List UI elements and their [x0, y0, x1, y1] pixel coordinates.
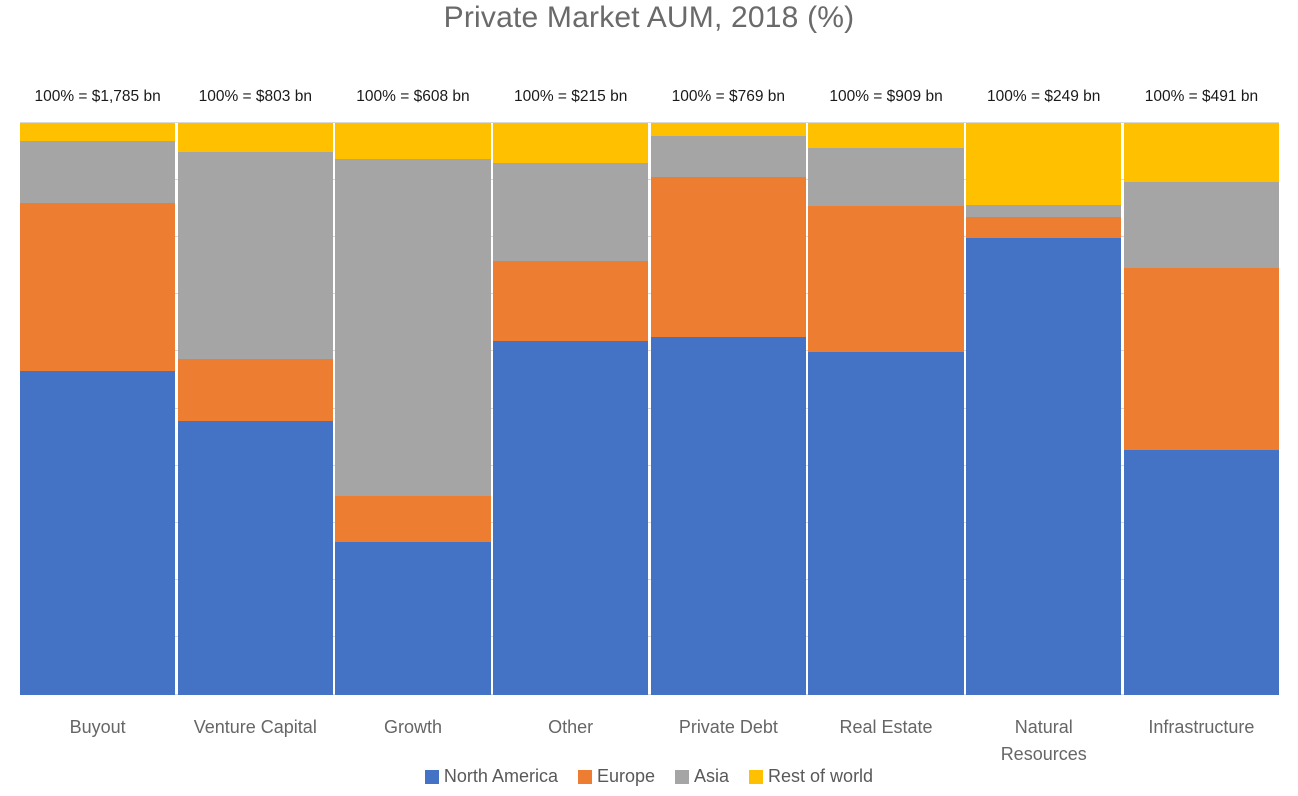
column-total-label: 100% = $249 bn [987, 88, 1101, 105]
bar-segment-europe [177, 359, 333, 422]
gridline-30pct [20, 521, 1279, 523]
bar-segment-north-america [650, 336, 806, 695]
x-axis-label: Infrastructure [1148, 717, 1255, 737]
gridlines [20, 121, 1279, 695]
bar-segment-rest-of-world [808, 123, 964, 149]
legend-swatch-rest-of-world [749, 769, 764, 784]
bar-segment-north-america [808, 351, 964, 695]
bar-column-growth [335, 123, 491, 695]
legend-item-europe: Europe [577, 766, 656, 787]
bar-segment-asia [966, 204, 1122, 217]
bar-segment-asia [493, 163, 649, 261]
bar-segment-north-america [1123, 450, 1279, 695]
bar-segment-north-america [177, 421, 333, 695]
column-total-label: 100% = $491 bn [1144, 88, 1259, 105]
bar-segment-rest-of-world [1123, 123, 1279, 182]
legend-swatch-north-america [424, 769, 439, 784]
gridline-60pct [20, 350, 1279, 352]
x-axis-label: Private Debt [678, 717, 778, 737]
bar-segment-europe [20, 203, 176, 372]
bar-segment-north-america [493, 340, 649, 695]
x-axis-label: Other [548, 717, 594, 737]
gridline-40pct [20, 464, 1279, 466]
column-total-label: 100% = $909 bn [829, 88, 943, 105]
bar-column-private-debt [650, 123, 806, 695]
legend-swatch-europe [577, 769, 592, 784]
bar-segment-rest-of-world [20, 123, 176, 141]
bar-segment-rest-of-world [335, 123, 491, 160]
legend-label: Asia [694, 766, 730, 786]
bar-column-buyout [20, 123, 176, 695]
bar-segment-asia [1123, 181, 1279, 269]
gridline-0pct [20, 693, 1279, 695]
bar-segment-europe [808, 205, 964, 352]
column-total-label: 100% = $608 bn [356, 88, 470, 105]
bar-segment-europe [966, 216, 1122, 238]
bar-segment-asia [20, 140, 176, 204]
legend-item-asia: Asia [675, 766, 729, 787]
x-axis-label: Venture Capital [193, 717, 317, 737]
column-total-label: 100% = $803 bn [198, 88, 312, 105]
bar-segment-europe [335, 495, 491, 543]
bar-segment-europe [493, 260, 649, 341]
bar-segment-europe [650, 176, 806, 337]
gridline-90pct [20, 178, 1279, 180]
column-totals-row: 100% = $1,785 bn 100% = $803 bn 100% = $60… [20, 88, 1279, 106]
bar-segment-asia [177, 152, 333, 360]
bar-segment-rest-of-world [177, 123, 333, 153]
x-axis-label: Buyout [69, 717, 126, 737]
bar-segment-asia [335, 159, 491, 496]
bar-segment-north-america [966, 237, 1122, 695]
gridline-20pct [20, 579, 1279, 581]
bar-segment-europe [1123, 268, 1279, 451]
bar-column-infrastructure [1123, 123, 1279, 695]
bar-segment-north-america [335, 542, 491, 695]
bar-segment-rest-of-world [493, 123, 649, 164]
legend-label: Europe [596, 766, 656, 786]
legend-item-north-america: North America [424, 766, 558, 787]
gridline-80pct [20, 235, 1279, 237]
bar-column-other [493, 123, 649, 695]
legend: North America Europe Asia Rest of world [0, 766, 1298, 787]
x-axis-label: Real Estate [839, 717, 933, 737]
gridline-10pct [20, 636, 1279, 638]
column-total-label: 100% = $215 bn [513, 88, 628, 105]
bar-segment-asia [808, 148, 964, 206]
bar-column-natural-resources [966, 123, 1122, 695]
gridline-50pct [20, 407, 1279, 409]
column-total-label: 100% = $1,785 bn [34, 88, 161, 105]
bar-segment-asia [650, 135, 806, 177]
gridline-70pct [20, 293, 1279, 295]
bar-column-venture-capital [177, 123, 333, 695]
chart-title: Private Market AUM, 2018 (%) [443, 1, 855, 34]
bar-segment-north-america [20, 371, 176, 695]
x-axis-label: Growth [383, 717, 442, 737]
bar-column-real-estate [808, 123, 964, 695]
x-axis-label: Natural Resources [1000, 717, 1087, 764]
legend-item-rest-of-world: Rest of world [749, 766, 873, 787]
x-axis-labels: Buyout Venture Capital Growth Other Private … [20, 714, 1279, 768]
column-total-label: 100% = $769 bn [671, 88, 786, 105]
legend-swatch-asia [675, 769, 690, 784]
bar-segment-rest-of-world [650, 123, 806, 136]
legend-label: Rest of world [768, 766, 874, 786]
plot-area [20, 123, 1279, 695]
gridline-100pct [20, 121, 1279, 123]
legend-label: North America [443, 766, 558, 786]
bar-segment-rest-of-world [966, 123, 1122, 205]
